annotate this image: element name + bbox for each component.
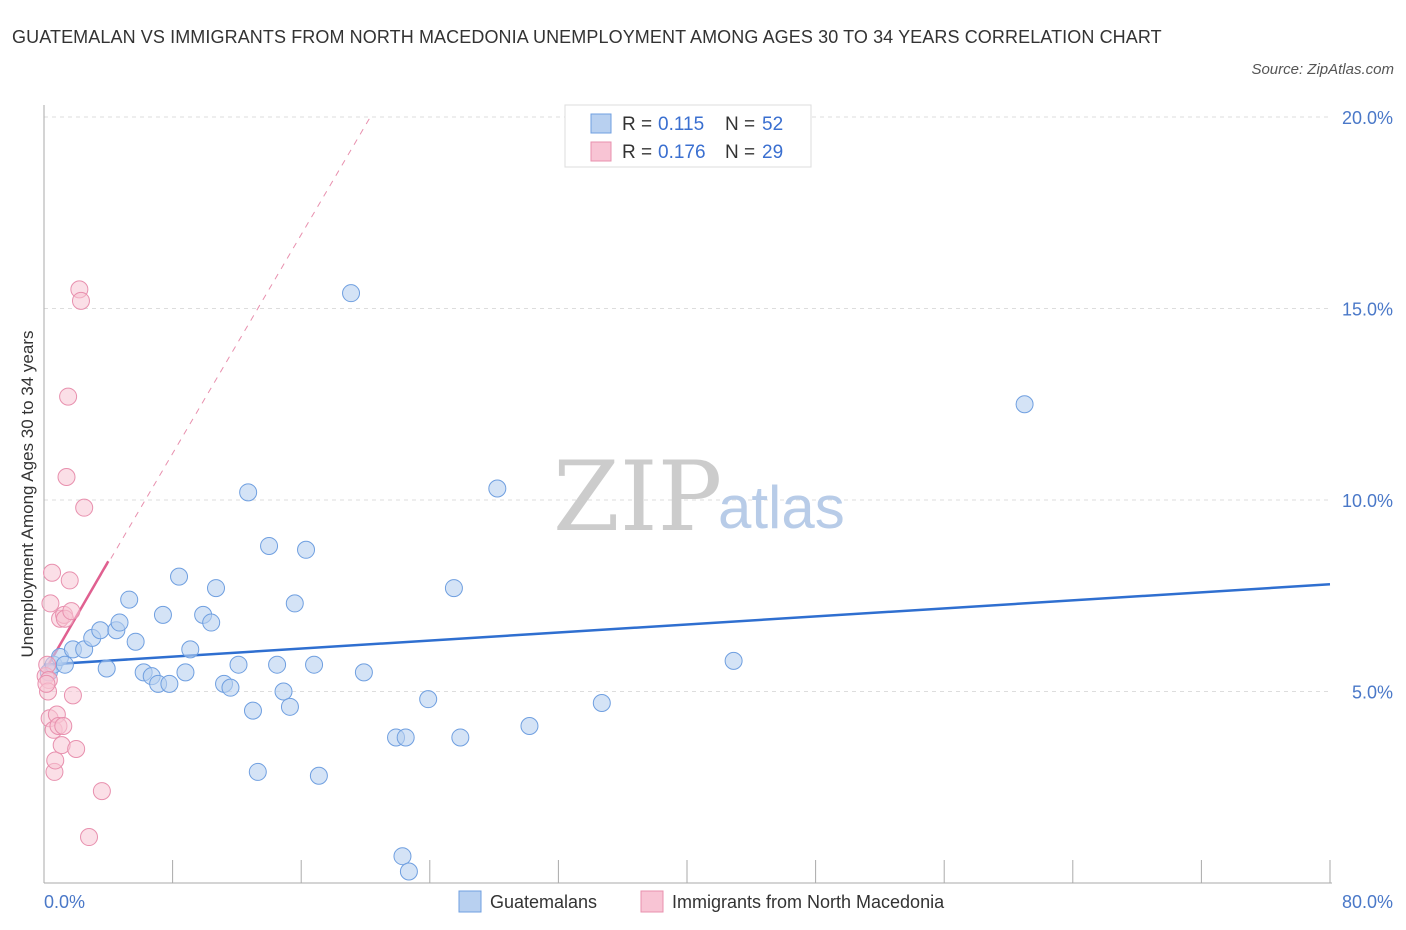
legend-r-value-pink: 0.176 <box>658 142 706 163</box>
x-tick-label-max: 80.0% <box>1342 892 1393 912</box>
point-guatemalans <box>1015 395 1034 414</box>
legend-n-label-blue: N = <box>725 114 755 135</box>
watermark-zip: ZIP <box>553 441 722 553</box>
point-macedonia <box>62 602 81 621</box>
point-guatemalans <box>97 659 116 678</box>
legend-r-value-blue: 0.115 <box>658 114 704 135</box>
legend-r-label-blue: R = <box>622 114 652 135</box>
x-tick-label-min: 0.0% <box>44 892 85 912</box>
point-guatemalans <box>153 605 172 624</box>
point-guatemalans <box>260 536 279 555</box>
legend-n-value-pink: 29 <box>762 142 783 163</box>
point-guatemalans <box>393 847 412 866</box>
point-macedonia <box>37 674 56 693</box>
point-guatemalans <box>110 613 129 632</box>
y-axis-label: Unemployment Among Ages 30 to 34 years <box>18 331 37 658</box>
legend-n-label-pink: N = <box>725 142 755 163</box>
point-guatemalans <box>120 590 139 609</box>
point-macedonia <box>71 291 90 310</box>
point-macedonia <box>60 571 79 590</box>
point-guatemalans <box>221 678 240 697</box>
point-guatemalans <box>309 766 328 785</box>
point-guatemalans <box>202 613 221 632</box>
y-tick-labels: 5.0% 10.0% 15.0% 20.0% <box>1342 108 1393 703</box>
point-guatemalans <box>91 621 110 640</box>
point-macedonia <box>59 387 78 406</box>
x-axis-ticks <box>43 860 1331 883</box>
point-guatemalans <box>274 682 293 701</box>
point-guatemalans <box>248 762 267 781</box>
point-guatemalans <box>488 479 507 498</box>
point-guatemalans <box>396 728 415 747</box>
point-guatemalans <box>229 655 248 674</box>
point-macedonia <box>75 498 94 517</box>
point-guatemalans <box>55 655 74 674</box>
axes <box>43 105 1332 884</box>
bottom-legend-swatch-macedonia <box>640 890 664 913</box>
bottom-legend-swatch-guatemalans <box>458 890 482 913</box>
point-macedonia <box>57 468 76 487</box>
point-guatemalans <box>451 728 470 747</box>
point-guatemalans <box>297 540 316 559</box>
point-guatemalans <box>243 701 262 720</box>
point-guatemalans <box>419 690 438 709</box>
point-macedonia <box>92 782 111 801</box>
point-macedonia <box>46 751 65 770</box>
watermark-atlas: atlas <box>718 474 845 541</box>
bottom-legend: Guatemalans Immigrants from North Macedo… <box>458 890 945 913</box>
y-tick-label: 15.0% <box>1342 300 1393 320</box>
point-guatemalans <box>342 284 361 303</box>
point-guatemalans <box>399 862 418 881</box>
point-guatemalans <box>285 594 304 613</box>
point-guatemalans <box>207 579 226 598</box>
point-macedonia <box>63 686 82 705</box>
point-macedonia <box>80 828 99 847</box>
point-guatemalans <box>160 674 179 693</box>
legend-r-label-pink: R = <box>622 142 652 163</box>
point-guatemalans <box>239 483 258 502</box>
point-macedonia <box>43 563 62 582</box>
point-guatemalans <box>280 697 299 716</box>
bottom-legend-macedonia: Immigrants from North Macedonia <box>672 892 945 912</box>
trend-lines <box>42 116 1331 673</box>
legend-swatch-blue <box>590 113 612 134</box>
y-tick-label: 10.0% <box>1342 491 1393 511</box>
point-guatemalans <box>444 579 463 598</box>
point-guatemalans <box>176 663 195 682</box>
point-guatemalans <box>126 632 145 651</box>
top-legend: R = 0.115 N = 52 R = 0.176 N = 29 <box>564 104 812 168</box>
source-label: Source: ZipAtlas.com <box>1251 61 1394 78</box>
point-macedonia <box>67 739 86 758</box>
y-tick-label: 20.0% <box>1342 108 1393 128</box>
point-guatemalans <box>181 640 200 659</box>
legend-n-value-blue: 52 <box>762 114 783 135</box>
point-guatemalans <box>724 651 743 670</box>
data-points <box>36 280 1034 881</box>
point-macedonia <box>41 594 60 613</box>
trend-line-guatemalans <box>43 583 1331 666</box>
legend-swatch-pink <box>590 141 612 162</box>
point-macedonia <box>38 655 57 674</box>
point-guatemalans <box>305 655 324 674</box>
point-guatemalans <box>520 716 539 735</box>
point-guatemalans <box>268 655 287 674</box>
grid-lines <box>44 116 1332 692</box>
point-guatemalans <box>592 693 611 712</box>
y-tick-label: 5.0% <box>1352 683 1393 703</box>
point-macedonia <box>54 716 73 735</box>
point-guatemalans <box>170 567 189 586</box>
point-guatemalans <box>354 663 373 682</box>
chart-title: GUATEMALAN VS IMMIGRANTS FROM NORTH MACE… <box>12 27 1162 47</box>
bottom-legend-guatemalans: Guatemalans <box>490 892 597 912</box>
